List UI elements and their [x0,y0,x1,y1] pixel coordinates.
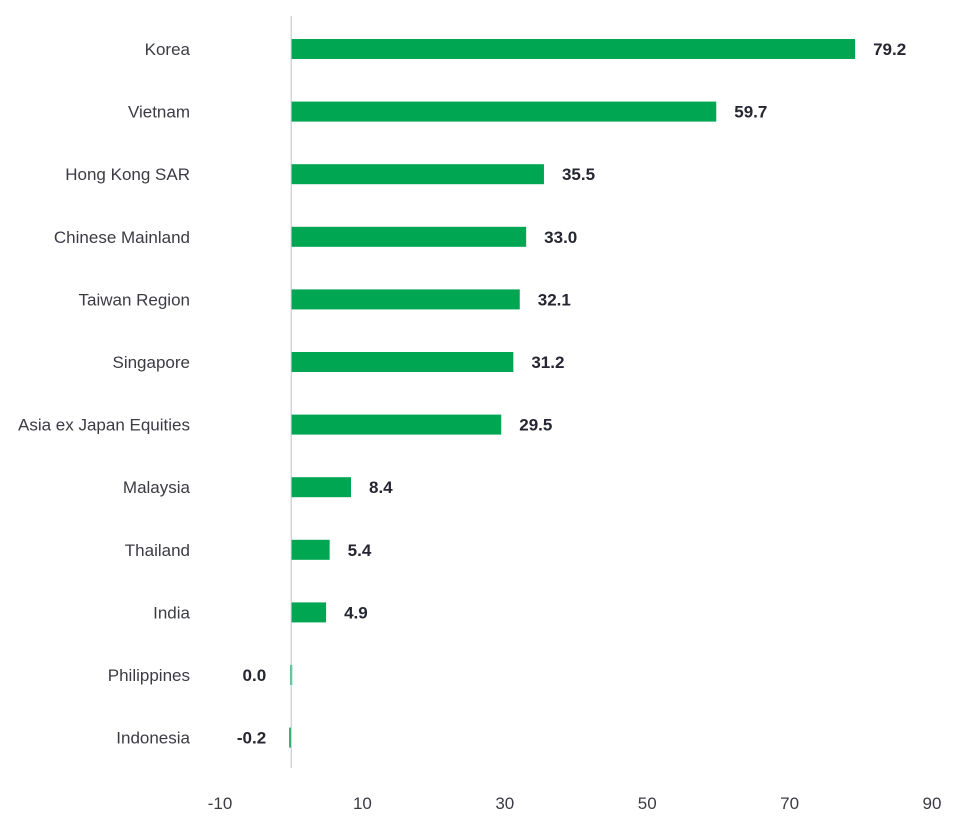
bar-indonesia [289,727,292,748]
category-label: Hong Kong SAR [65,165,190,184]
value-label: 79.2 [873,40,906,59]
category-label: Chinese Mainland [54,228,190,247]
value-label: 32.1 [538,290,571,309]
bar-singapore [291,352,514,372]
value-label: 33.0 [544,228,577,247]
bar-thailand [291,539,330,560]
category-label: Philippines [108,666,190,685]
x-tick-label: 70 [780,794,799,813]
category-labels: Korea Vietnam Hong Kong SAR Chinese Mainlan… [18,40,191,748]
bar-asia-ex-japan-equities [291,414,502,435]
value-label: 5.4 [348,541,372,560]
bar-hong-kong-sar [291,164,544,185]
bars-group [289,39,856,748]
category-label: Malaysia [123,478,191,497]
category-label: Asia ex Japan Equities [18,416,190,435]
value-label: 0.0 [243,666,267,685]
category-label: Singapore [112,353,190,372]
value-labels: 79.2 59.7 35.5 33.0 32.1 31.2 29.5 8.4 5.4 4.9 0.0… [237,40,906,748]
value-label: 59.7 [734,103,767,122]
value-label: 29.5 [519,416,552,435]
value-label: 31.2 [531,353,564,372]
bar-korea [291,39,856,59]
category-label: Thailand [125,541,190,560]
value-label: 35.5 [562,165,595,184]
value-label: -0.2 [237,729,266,748]
bar-chinese-mainland [291,226,527,247]
bar-india [291,602,327,623]
x-axis-tick-labels: -10 10 30 50 70 90 [208,794,942,813]
x-tick-label: 50 [638,794,657,813]
category-label: India [153,603,190,622]
category-label: Taiwan Region [78,290,190,309]
value-label: 8.4 [369,478,393,497]
category-label: Korea [145,40,191,59]
category-label: Indonesia [116,729,190,748]
x-tick-label: 90 [923,794,942,813]
value-label: 4.9 [344,603,368,622]
bar-taiwan-region [291,289,520,310]
bar-vietnam [291,101,717,122]
x-tick-label: -10 [208,794,233,813]
x-tick-label: 10 [353,794,372,813]
category-label: Vietnam [128,103,190,122]
bar-malaysia [291,477,352,498]
x-tick-label: 30 [495,794,514,813]
